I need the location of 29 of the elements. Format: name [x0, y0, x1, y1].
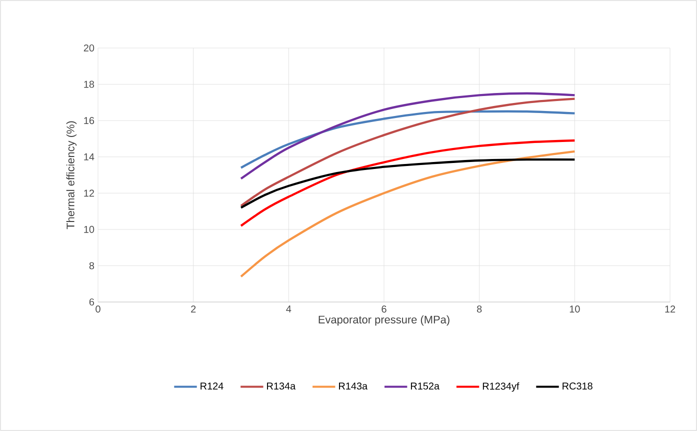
y-axis-title: Thermal efficiency (%) — [66, 121, 77, 230]
x-tick-label: 4 — [286, 306, 292, 312]
legend-label: RC318 — [562, 382, 592, 390]
legend-label: R134a — [267, 382, 296, 390]
y-tick-label: 8 — [89, 262, 94, 270]
legend-label: R143a — [339, 382, 368, 390]
x-axis-title: Evaporator pressure (MPa) — [318, 315, 450, 326]
y-tick-label: 18 — [84, 80, 94, 88]
x-tick-label: 12 — [665, 306, 676, 312]
x-tick-label: 8 — [477, 306, 482, 313]
legend-label: R124 — [200, 382, 224, 390]
line-series — [240, 92, 576, 180]
y-tick-label: 6 — [89, 298, 94, 306]
y-tick-label: 16 — [84, 117, 94, 124]
line-series — [240, 158, 576, 209]
x-tick-label: 10 — [570, 306, 580, 313]
y-tick-label: 20 — [84, 44, 94, 52]
line-series — [240, 150, 576, 278]
line-series — [240, 139, 576, 227]
y-tick-label: 10 — [84, 226, 94, 233]
line-series — [240, 110, 576, 169]
line-series — [240, 98, 576, 207]
x-tick-label: 2 — [191, 306, 196, 312]
legend-label: R1234yf — [482, 382, 520, 392]
x-tick-label: 0 — [96, 306, 100, 313]
legend-label: R152a — [410, 382, 440, 390]
y-tick-label: 14 — [84, 153, 94, 160]
y-tick-label: 12 — [84, 190, 94, 197]
x-tick-label: 6 — [382, 306, 386, 313]
